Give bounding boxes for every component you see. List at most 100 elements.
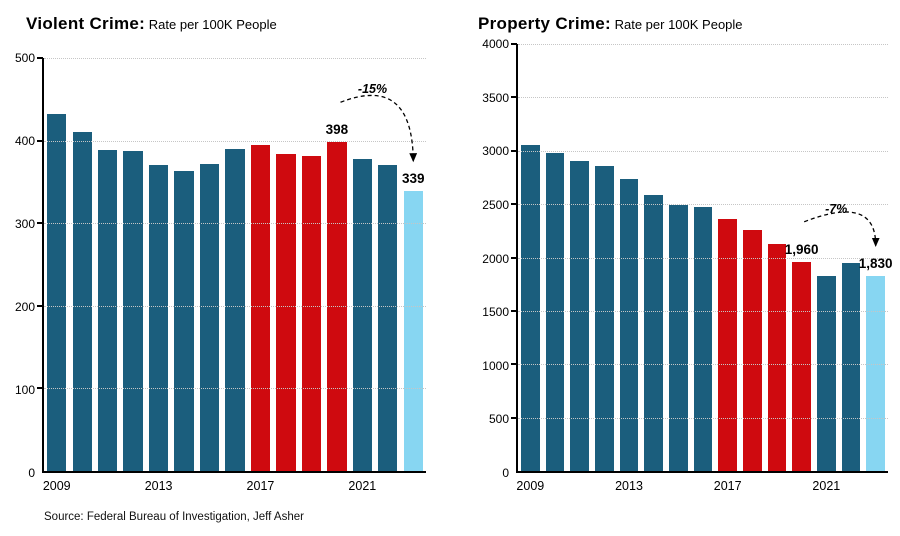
gridline (518, 257, 888, 259)
bar-2023 (866, 275, 886, 471)
y-tick-label: 3000 (482, 144, 509, 159)
bar-2009 (47, 114, 67, 471)
bar-value-label: 1,830 (858, 255, 893, 271)
gridline (518, 310, 888, 312)
gridline (44, 223, 426, 225)
gridline (518, 417, 888, 419)
bar-2014 (174, 171, 194, 471)
gridline (518, 97, 888, 99)
y-tick-label: 2500 (482, 197, 509, 212)
bar-2010 (545, 152, 565, 471)
y-tick-label: 1000 (482, 358, 509, 373)
bar-2022 (378, 165, 398, 471)
y-tick-mark (511, 96, 517, 99)
y-tick-mark (511, 256, 517, 259)
bar-2009 (520, 145, 540, 471)
gridline (44, 58, 426, 59)
y-tick-mark (37, 222, 43, 225)
gridline (518, 204, 888, 206)
violent-crime-chart: Violent Crime: Rate per 100K People 0 100… (12, 14, 426, 493)
gridline (518, 150, 888, 152)
bar-2018 (276, 153, 296, 471)
bar-2017 (250, 144, 271, 471)
x-tick-label: 2013 (615, 479, 643, 493)
bar-value-label: 1,960 (784, 241, 819, 257)
y-tick-mark (511, 203, 517, 206)
y-tick-mark (511, 43, 517, 45)
bar-value-label: 398 (325, 122, 349, 138)
bar-2015 (668, 205, 688, 471)
gridline (44, 388, 426, 390)
gridline (44, 305, 426, 307)
bar-2018 (742, 229, 762, 471)
bar-2011 (570, 161, 590, 471)
x-tick-label: 2021 (812, 479, 841, 493)
bar-2013 (148, 165, 169, 471)
gridline (518, 364, 888, 366)
y-tick-mark (37, 57, 43, 59)
x-axis-labels: 2009 2013 2017 2021 (516, 473, 888, 493)
y-axis-labels: 0 100 200 300 400 500 (12, 51, 42, 480)
bar-2016 (225, 148, 245, 471)
bar-value-label: 339 (402, 171, 425, 186)
x-tick-label: 2013 (144, 479, 173, 493)
chart-subtitle: Rate per 100K People (614, 17, 743, 32)
y-axis-labels: 0 500 1000 1500 2000 2500 3000 3500 4000 (478, 37, 516, 480)
gridline (518, 44, 888, 45)
y-tick-mark (37, 139, 43, 142)
source-note: Source: Federal Bureau of Investigation,… (44, 511, 304, 523)
percent-change-annotation: -15% (357, 82, 388, 97)
bar-2012 (123, 150, 143, 471)
bars-layer (518, 44, 888, 471)
bar-2017 (718, 219, 738, 471)
gridline (44, 140, 426, 142)
x-tick-label: 2009 (516, 479, 545, 493)
x-tick-label: 2017 (246, 479, 275, 493)
y-tick-mark (511, 416, 517, 419)
plot-area: 1,960 1,830 -7% (511, 43, 893, 473)
y-tick-mark (511, 149, 517, 152)
bar-2012 (594, 165, 614, 471)
chart-title: Property Crime: Rate per 100K People (478, 14, 888, 35)
bar-2021 (816, 275, 836, 471)
bar-2023 (403, 191, 423, 471)
property-crime-chart: Property Crime: Rate per 100K People 0 50… (478, 14, 893, 493)
bar-2016 (693, 207, 713, 471)
plot-wrap: 0 100 200 300 400 500 398 339 -15% (12, 51, 426, 480)
percent-change-annotation: -7% (825, 201, 848, 216)
chart-title-bold: Violent Crime: (26, 14, 146, 33)
chart-subtitle: Rate per 100K People (148, 17, 277, 32)
bars-layer (44, 58, 426, 471)
bar-2011 (97, 149, 118, 471)
bar-2013 (619, 178, 639, 471)
y-tick-label: 500 (488, 412, 509, 427)
x-tick-label: 2021 (348, 479, 377, 493)
x-tick-label: 2009 (42, 479, 71, 493)
x-axis-labels: 2009 2013 2017 2021 (42, 473, 426, 493)
y-tick-label: 4000 (482, 37, 509, 51)
y-tick-label: 200 (14, 300, 35, 314)
y-tick-label: 100 (14, 383, 35, 397)
y-tick-label: 0 (28, 466, 35, 480)
y-tick-mark (37, 387, 43, 390)
plot-area: 398 339 -15% (37, 57, 426, 473)
bar-2019 (301, 156, 322, 471)
bar-2019 (767, 243, 787, 471)
bar-2010 (72, 132, 92, 471)
chart-title-bold: Property Crime: (478, 14, 611, 33)
x-tick-label: 2017 (713, 479, 742, 493)
y-tick-label: 1500 (482, 305, 509, 320)
bar-2020 (792, 261, 812, 471)
y-tick-label: 2000 (482, 251, 509, 266)
y-tick-label: 3500 (482, 90, 509, 105)
y-tick-label: 0 (502, 466, 509, 480)
y-tick-label: 500 (14, 51, 35, 65)
bar-2014 (644, 194, 664, 471)
chart-title: Violent Crime: Rate per 100K People (12, 14, 426, 35)
bar-2021 (352, 158, 372, 471)
bar-2015 (199, 163, 220, 471)
y-tick-label: 300 (14, 217, 35, 231)
y-tick-label: 400 (14, 134, 35, 148)
y-tick-mark (511, 309, 517, 312)
bar-2022 (841, 262, 861, 471)
